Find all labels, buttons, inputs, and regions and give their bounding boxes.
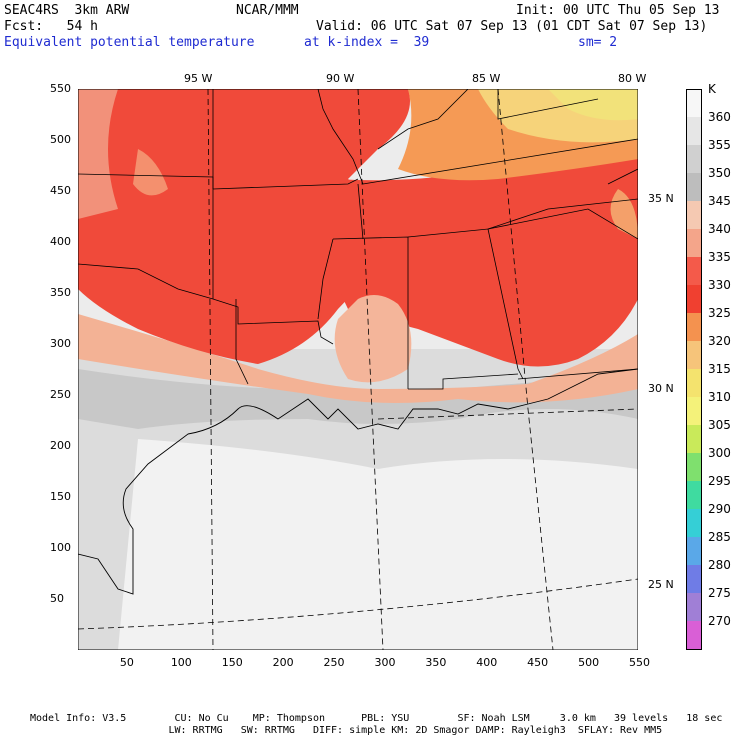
colorbar-label: 355 <box>708 138 731 152</box>
y-tick-label: 350 <box>50 286 71 299</box>
colorbar-label: 315 <box>708 362 731 376</box>
x-tick-label: 450 <box>527 656 549 669</box>
x-tick-label: 550 <box>629 656 650 669</box>
y-tick-label: 400 <box>50 235 71 248</box>
colorbar-swatch <box>686 397 702 425</box>
colorbar-label: 345 <box>708 194 731 208</box>
colorbar-swatch <box>686 117 702 145</box>
colorbar-label: 350 <box>708 166 731 180</box>
y-tick-label: 150 <box>50 490 71 503</box>
y-tick-label: 300 <box>50 337 71 350</box>
colorbar-label: 340 <box>708 222 731 236</box>
y-tick-label: 200 <box>50 439 71 452</box>
x-tick-label: 250 <box>323 656 345 669</box>
x-tick-label: 100 <box>170 656 192 669</box>
colorbar-label: 320 <box>708 334 731 348</box>
latlon-grid <box>78 89 638 650</box>
lat-label-30n: 30 N <box>648 382 674 395</box>
theta-e-map <box>78 89 638 650</box>
colorbar-label: 295 <box>708 474 731 488</box>
colorbar-swatch <box>686 229 702 257</box>
colorbar-label: 305 <box>708 418 731 432</box>
colorbar-swatch <box>686 201 702 229</box>
colorbar-swatch <box>686 537 702 565</box>
red-region-east <box>334 149 638 367</box>
colorbar-label: 290 <box>708 502 731 516</box>
colorbar-swatch <box>686 313 702 341</box>
org-label: NCAR/MMM <box>236 3 299 18</box>
x-tick-label: 350 <box>425 656 447 669</box>
init-time: Init: 00 UTC Thu 05 Sep 13 <box>516 3 720 18</box>
y-tick-label: 100 <box>50 541 71 554</box>
colorbar-label: 280 <box>708 558 731 572</box>
political-boundaries <box>78 89 638 390</box>
colorbar-label: 310 <box>708 390 731 404</box>
colorbar-label: 275 <box>708 586 731 600</box>
colorbar-label: 285 <box>708 530 731 544</box>
colorbar-unit: K <box>708 82 716 96</box>
lon-label-80w: 80 W <box>618 72 647 85</box>
footer-model-info: Model Info: V3.5 CU: No Cu MP: Thompson … <box>30 713 723 724</box>
x-tick-label: 50 <box>119 656 134 669</box>
lon-label-95w: 95 W <box>184 72 213 85</box>
y-tick-label: 250 <box>50 388 71 401</box>
colorbar-swatch <box>686 593 702 621</box>
y-tick-label: 500 <box>50 133 71 146</box>
colorbar-swatch <box>686 453 702 481</box>
lon-label-85w: 85 W <box>472 72 501 85</box>
k-index: at k-index = 39 <box>304 35 430 50</box>
lat-label-35n: 35 N <box>648 192 674 205</box>
footer-physics-info: LW: RRTMG SW: RRTMG DIFF: simple KM: 2D … <box>30 725 663 736</box>
colorbar-label: 270 <box>708 614 731 628</box>
x-tick-label: 200 <box>272 656 294 669</box>
y-tick-label: 50 <box>50 592 64 605</box>
smoothing: sm= 2 <box>578 35 618 50</box>
x-tick-label: 400 <box>476 656 498 669</box>
colorbar-swatch <box>686 285 702 313</box>
colorbar-swatch <box>686 257 702 285</box>
field-name: Equivalent potential temperature <box>4 35 255 50</box>
colorbar-swatch <box>686 509 702 537</box>
y-tick-label: 450 <box>50 184 71 197</box>
colorbar-swatch <box>686 481 702 509</box>
lat-label-25n: 25 N <box>648 578 674 591</box>
colorbar-swatch <box>686 621 702 650</box>
x-tick-label: 500 <box>578 656 600 669</box>
colorbar-label: 335 <box>708 250 731 264</box>
lon-label-90w: 90 W <box>326 72 355 85</box>
x-tick-label: 150 <box>221 656 243 669</box>
colorbar-label: 300 <box>708 446 731 460</box>
colorbar-swatch <box>686 425 702 453</box>
colorbar-swatch <box>686 145 702 173</box>
y-tick-label: 550 <box>50 82 71 95</box>
colorbar-swatch <box>686 565 702 593</box>
colorbar-label: 325 <box>708 306 731 320</box>
colorbar-swatch <box>686 341 702 369</box>
colorbar-swatch <box>686 173 702 201</box>
x-tick-label: 300 <box>374 656 396 669</box>
colorbar-label: 360 <box>708 110 731 124</box>
coastline <box>78 368 638 595</box>
forecast-hour: Fcst: 54 h <box>4 19 98 34</box>
red-region-west <box>78 89 410 364</box>
colorbar-swatch <box>686 89 702 118</box>
colorbar-swatch <box>686 369 702 397</box>
model-title: SEAC4RS 3km ARW <box>4 3 130 18</box>
valid-time: Valid: 06 UTC Sat 07 Sep 13 (01 CDT Sat … <box>316 19 708 34</box>
colorbar-label: 330 <box>708 278 731 292</box>
